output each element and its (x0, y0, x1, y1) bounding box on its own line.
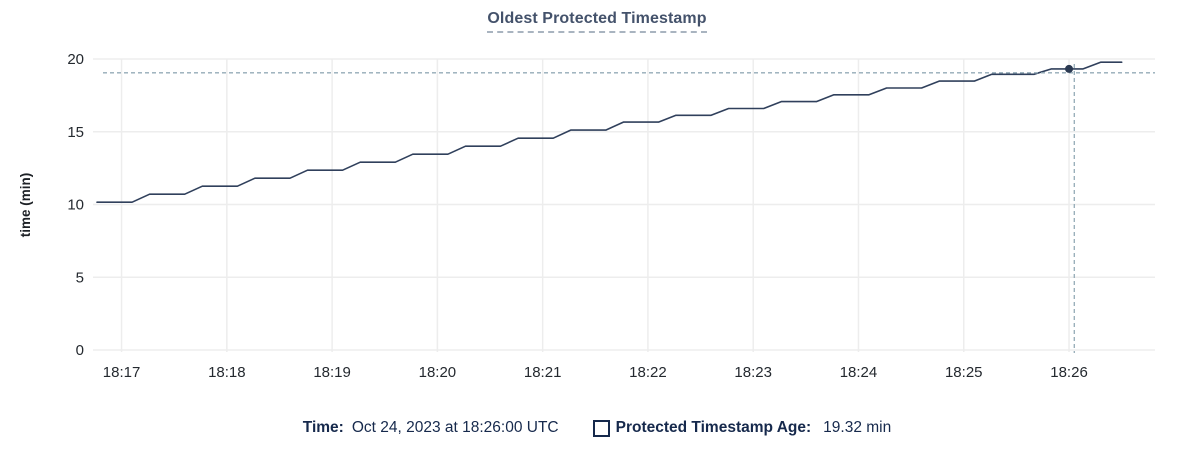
x-tick-label: 18:18 (208, 364, 246, 381)
y-tick-label: 15 (67, 124, 84, 141)
y-tick-label: 5 (76, 269, 84, 286)
x-tick-label: 18:23 (734, 364, 772, 381)
x-tick-label: 18:24 (840, 364, 878, 381)
legend-time-value: Oct 24, 2023 at 18:26:00 UTC (351, 419, 559, 436)
crosshair-layer (103, 64, 1155, 353)
x-tick-label: 18:25 (945, 364, 983, 381)
y-tick-label: 0 (76, 342, 84, 359)
x-tick-label: 18:21 (524, 364, 562, 381)
gridlines (93, 58, 1155, 352)
timeseries-plot-area[interactable]: 0 5 10 15 20 18:17 18:18 18:19 18:20 18:21 18:22 18… (0, 0, 1194, 400)
chart-legend: Time: Oct 24, 2023 at 18:26:00 UTC Prote… (0, 419, 1194, 437)
legend-series-label[interactable]: Protected Timestamp Age: (615, 419, 812, 436)
y-tick-label: 20 (67, 51, 84, 68)
series-checkbox-icon[interactable] (592, 419, 610, 437)
x-tick-label: 18:17 (103, 364, 141, 381)
x-tick-label: 18:22 (629, 364, 667, 381)
y-axis-title: time (min) (18, 173, 33, 238)
x-tick-label: 18:19 (313, 364, 351, 381)
x-tick-label: 18:20 (419, 364, 457, 381)
x-tick-label: 18:26 (1050, 364, 1088, 381)
series-line (96, 61, 1123, 203)
chart-title-row: Oldest Protected Timestamp (0, 10, 1194, 33)
legend-series-value: 19.32 min (823, 419, 892, 436)
axis-tick-labels: 0 5 10 15 20 18:17 18:18 18:19 18:20 18:21 18:22 18… (67, 51, 1087, 381)
highlighted-point-dot (1065, 64, 1074, 73)
y-tick-label: 10 (67, 197, 84, 214)
series-layer (96, 61, 1123, 203)
chart-title[interactable]: Oldest Protected Timestamp (487, 10, 707, 33)
legend-time-label: Time: (302, 419, 344, 436)
